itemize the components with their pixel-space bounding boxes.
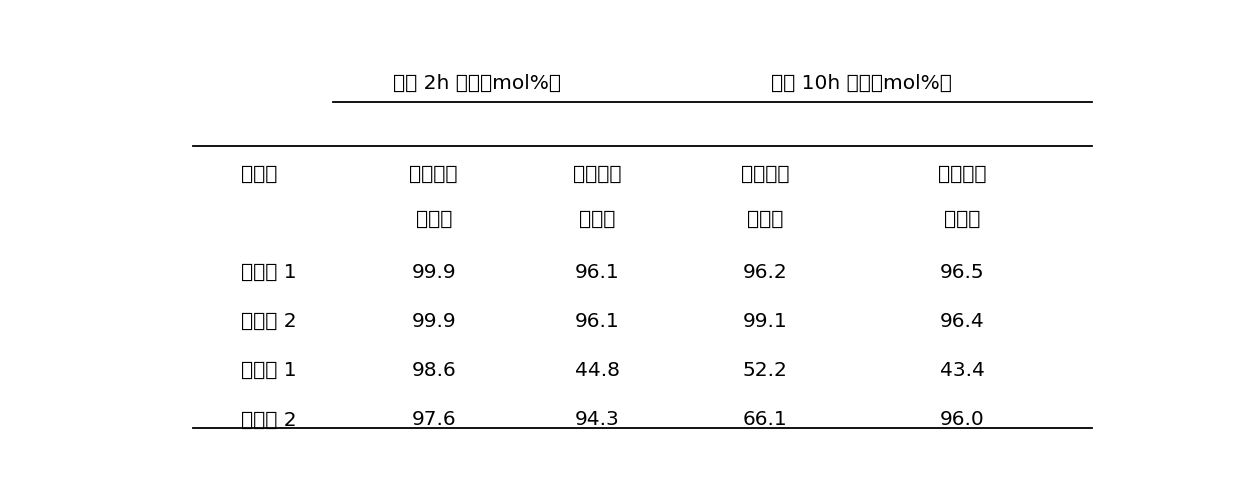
Text: 99.9: 99.9 <box>412 312 456 331</box>
Text: 己内酰胺: 己内酰胺 <box>573 165 621 184</box>
Text: 实施例: 实施例 <box>242 165 278 184</box>
Text: 96.1: 96.1 <box>574 263 620 282</box>
Text: 环己酮肿: 环己酮肿 <box>742 165 790 184</box>
Text: 96.5: 96.5 <box>940 263 985 282</box>
Text: 96.0: 96.0 <box>940 410 985 430</box>
Text: 99.1: 99.1 <box>743 312 787 331</box>
Text: 转化率: 转化率 <box>746 210 784 229</box>
Text: 66.1: 66.1 <box>743 410 787 430</box>
Text: 环己酮肿: 环己酮肿 <box>409 165 458 184</box>
Text: 反应 2h 结果（mol%）: 反应 2h 结果（mol%） <box>393 74 560 93</box>
Text: 52.2: 52.2 <box>743 361 787 381</box>
Text: 己内酰胺: 己内酰胺 <box>937 165 987 184</box>
Text: 96.4: 96.4 <box>940 312 985 331</box>
Text: 99.9: 99.9 <box>412 263 456 282</box>
Text: 实施例 1: 实施例 1 <box>242 263 298 282</box>
Text: 97.6: 97.6 <box>412 410 456 430</box>
Text: 对比例 1: 对比例 1 <box>242 361 298 381</box>
Text: 实施例 2: 实施例 2 <box>242 312 298 331</box>
Text: 选择性: 选择性 <box>944 210 981 229</box>
Text: 98.6: 98.6 <box>412 361 456 381</box>
Text: 44.8: 44.8 <box>574 361 620 381</box>
Text: 反应 10h 结果（mol%）: 反应 10h 结果（mol%） <box>771 74 952 93</box>
Text: 转化率: 转化率 <box>415 210 451 229</box>
Text: 94.3: 94.3 <box>574 410 620 430</box>
Text: 对比例 2: 对比例 2 <box>242 410 298 430</box>
Text: 96.1: 96.1 <box>574 312 620 331</box>
Text: 选择性: 选择性 <box>579 210 615 229</box>
Text: 96.2: 96.2 <box>743 263 787 282</box>
Text: 43.4: 43.4 <box>940 361 985 381</box>
